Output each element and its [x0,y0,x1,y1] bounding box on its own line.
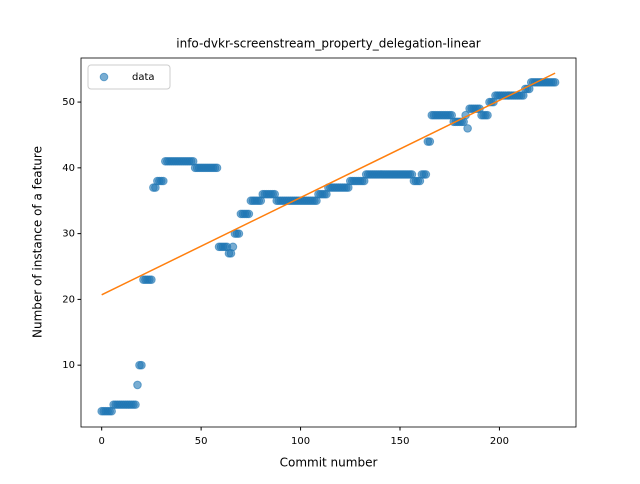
x-axis-label: Commit number [280,456,378,470]
legend-box [87,64,171,90]
data-point [137,360,146,370]
data-point [133,380,142,390]
x-tick-label: 50 [195,436,208,447]
fit-line [101,72,556,296]
y-tick-label: 20 [62,294,75,305]
data-point [463,124,472,133]
x-tick-label: 150 [390,436,409,447]
data-point [212,163,222,173]
y-tick-label: 50 [62,97,75,108]
data-point [234,229,244,238]
x-tick-label: 200 [490,436,509,447]
data-point [131,400,140,409]
data-point [425,137,435,146]
y-axis-label: Number of instance of a feature [31,146,45,338]
x-tick-label: 0 [98,436,104,447]
legend-label: data [132,72,155,83]
x-tick-label: 100 [291,436,310,447]
data-point [550,78,560,87]
axes-frame [80,57,577,428]
data-point [244,209,254,219]
y-tick-label: 40 [62,163,75,174]
data-point [228,242,238,252]
data-point [159,176,168,186]
y-tick-label: 10 [62,360,75,371]
chart-title: info-dvkr-screenstream_property_delegati… [176,37,481,51]
data-point [483,110,492,120]
data-point [147,275,156,284]
legend-marker [99,72,109,82]
data-point [421,170,431,179]
y-tick-label: 30 [62,229,75,240]
